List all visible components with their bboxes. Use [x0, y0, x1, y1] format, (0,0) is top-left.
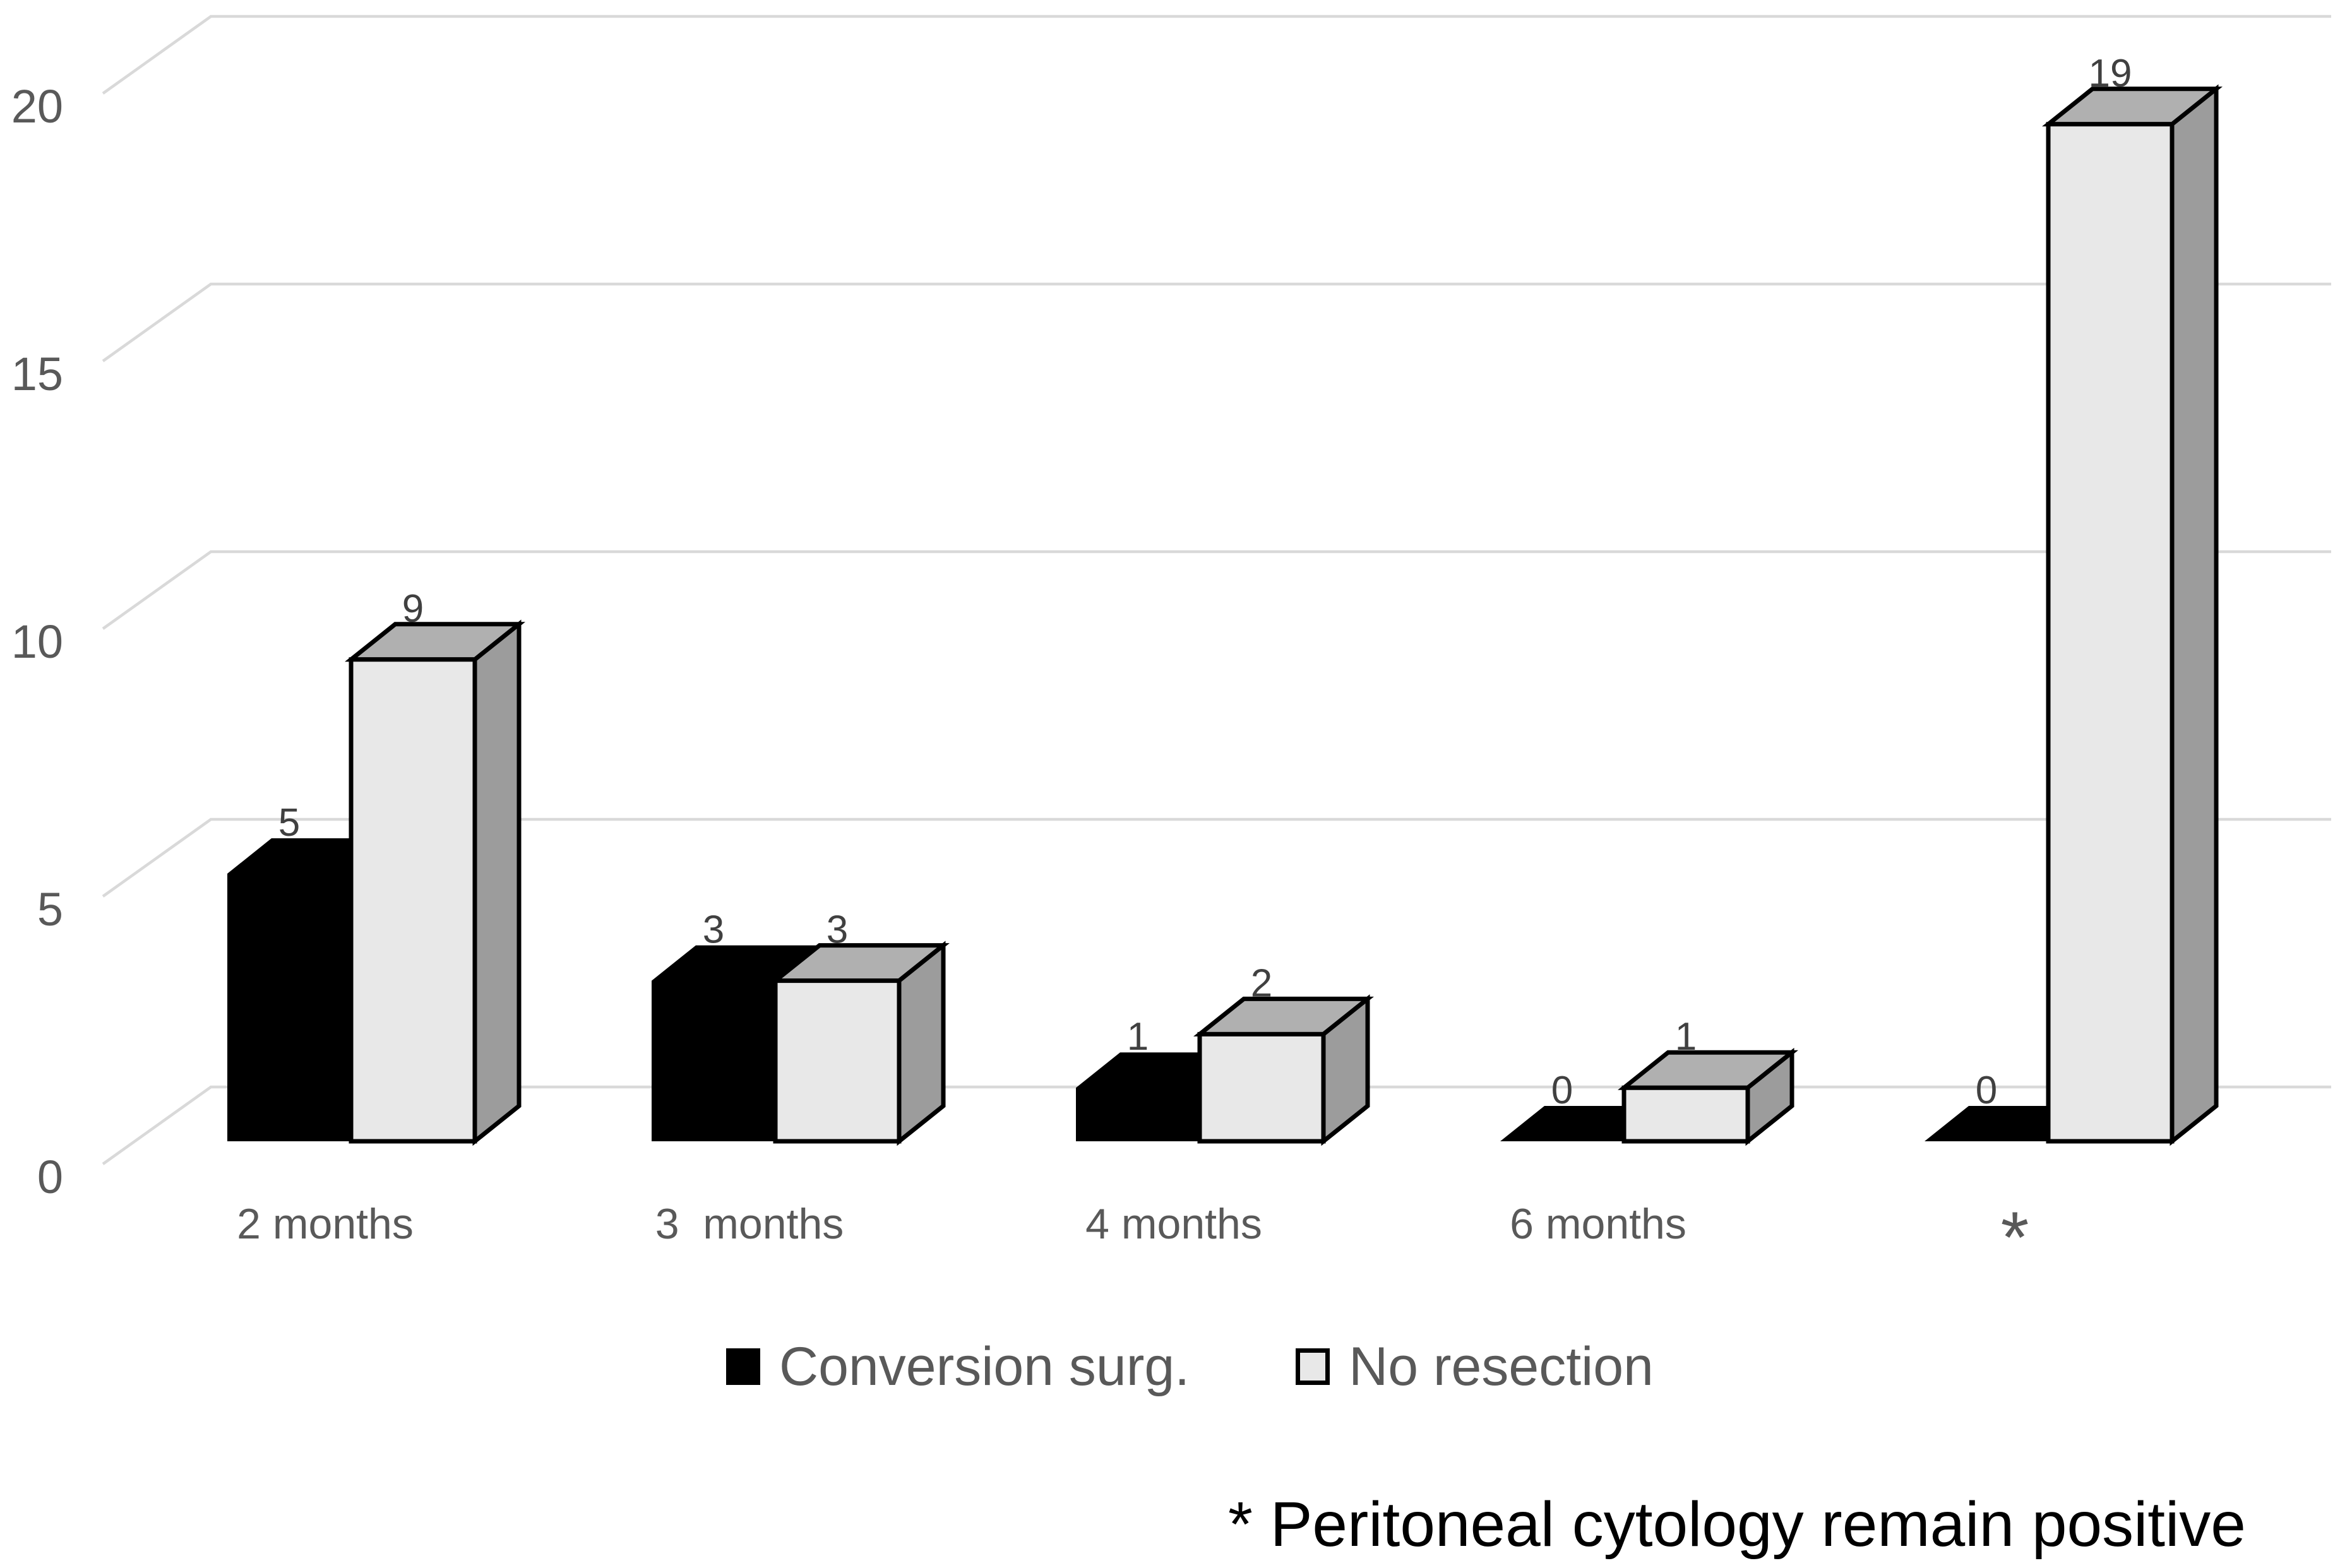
- bar-front-no-resection-2-months: [349, 657, 477, 1144]
- y-tick-label-10: 10: [11, 615, 63, 668]
- y-tick-label-5: 5: [37, 883, 63, 935]
- category-label-4-months: 4 months: [1085, 1200, 1262, 1248]
- data-label-conversion-surg--4-months: 1: [1127, 1015, 1149, 1059]
- data-label-conversion-surg--2-months: 5: [278, 801, 300, 845]
- data-label-no-resection-4-months: 2: [1251, 961, 1272, 1005]
- category-label-3-months: 3 months: [655, 1200, 844, 1248]
- legend-swatch-conversion-surg-icon: [726, 1348, 760, 1385]
- bar-front-no-resection-3-months: [773, 978, 902, 1144]
- bar-front-no-resection-4-months: [1197, 1031, 1326, 1144]
- legend: Conversion surg. No resection: [726, 1339, 1654, 1394]
- category-label-6-months: 6 months: [1510, 1200, 1686, 1248]
- bar-front-no-resection-6-months: [1621, 1085, 1750, 1144]
- bar-side-no-resection--: [2170, 84, 2219, 1146]
- y-tick-label-20: 20: [11, 80, 63, 133]
- bar-front-no-resection--: [2046, 122, 2175, 1144]
- bar-side-no-resection-2-months: [472, 619, 522, 1146]
- y-tick-label-15: 15: [11, 348, 63, 400]
- legend-swatch-no-resection-icon: [1296, 1348, 1330, 1385]
- data-label-no-resection--: 19: [2089, 52, 2132, 95]
- category-label-2-months: 2 months: [237, 1200, 414, 1248]
- category-label-asterisk: *: [2001, 1197, 2029, 1278]
- legend-label-no-resection: No resection: [1349, 1336, 1654, 1397]
- data-label-conversion-surg--3-months: 3: [703, 908, 724, 952]
- legend-item-conversion-surg: Conversion surg.: [726, 1339, 1190, 1394]
- bar-side-no-resection-3-months: [897, 941, 946, 1146]
- footnote: * Peritoneal cytology remain positive: [1228, 1489, 2246, 1560]
- data-label-conversion-surg--6-months: 0: [1551, 1069, 1573, 1112]
- data-label-no-resection-6-months: 1: [1675, 1015, 1697, 1059]
- legend-item-no-resection: No resection: [1296, 1339, 1654, 1394]
- legend-label-conversion-surg: Conversion surg.: [779, 1336, 1190, 1397]
- data-label-conversion-surg---: 0: [1976, 1069, 1997, 1112]
- y-tick-label-0: 0: [37, 1151, 63, 1203]
- gridline-5: [102, 817, 2331, 898]
- data-label-no-resection-2-months: 9: [402, 587, 424, 631]
- gridline-20: [102, 15, 2331, 95]
- gridline-10: [102, 550, 2331, 630]
- gridline-15: [102, 282, 2331, 362]
- data-label-no-resection-3-months: 3: [827, 908, 848, 952]
